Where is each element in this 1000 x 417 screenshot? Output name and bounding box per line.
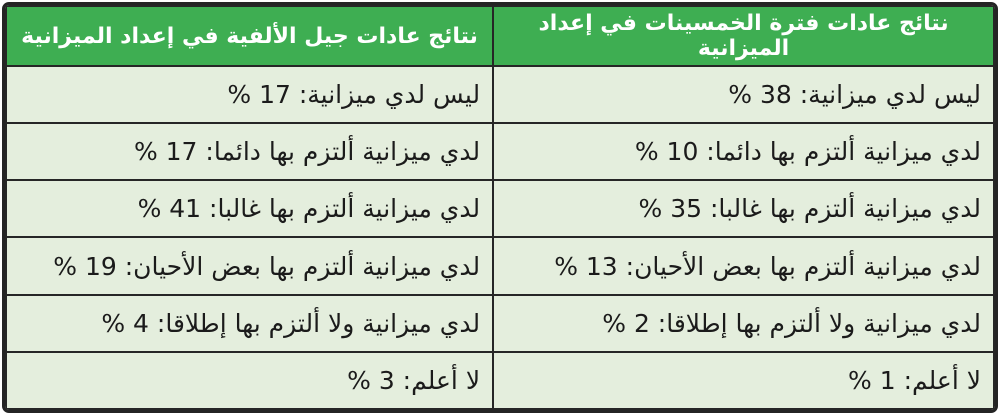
table-row: لدي ميزانية ولا ألتزم بها إطلاقا: 2 % لد… bbox=[5, 293, 995, 353]
column-header-millennials: نتائج عادات جيل الألفية في إعداد الميزان… bbox=[5, 5, 495, 67]
cell-fifties-usually-stick: لدي ميزانية ألتزم بها غالبا: 35 % bbox=[492, 179, 995, 239]
column-header-fifties: نتائج عادات فترة الخمسينات في إعداد المي… bbox=[492, 5, 995, 67]
cell-fifties-sometimes-stick: لدي ميزانية ألتزم بها بعض الأحيان: 13 % bbox=[492, 236, 995, 296]
cell-fifties-no-budget: ليس لدي ميزانية: 38 % bbox=[492, 64, 995, 125]
budget-habits-table: نتائج عادات فترة الخمسينات في إعداد المي… bbox=[5, 5, 995, 410]
header-row: نتائج عادات فترة الخمسينات في إعداد المي… bbox=[5, 5, 995, 67]
cell-fifties-never-stick: لدي ميزانية ولا ألتزم بها إطلاقا: 2 % bbox=[492, 293, 995, 353]
table-row: ليس لدي ميزانية: 38 % ليس لدي ميزانية: 1… bbox=[5, 64, 995, 125]
table-row: لدي ميزانية ألتزم بها دائما: 10 % لدي مي… bbox=[5, 122, 995, 182]
table-body: ليس لدي ميزانية: 38 % ليس لدي ميزانية: 1… bbox=[5, 64, 995, 410]
cell-fifties-dont-know: لا أعلم: 1 % bbox=[492, 350, 995, 410]
cell-millennials-always-stick: لدي ميزانية ألتزم بها دائما: 17 % bbox=[5, 122, 495, 182]
cell-millennials-sometimes-stick: لدي ميزانية ألتزم بها بعض الأحيان: 19 % bbox=[5, 236, 495, 296]
cell-millennials-never-stick: لدي ميزانية ولا ألتزم بها إطلاقا: 4 % bbox=[5, 293, 495, 353]
cell-millennials-dont-know: لا أعلم: 3 % bbox=[5, 350, 495, 410]
cell-millennials-usually-stick: لدي ميزانية ألتزم بها غالبا: 41 % bbox=[5, 179, 495, 239]
table-row: لا أعلم: 1 % لا أعلم: 3 % bbox=[5, 350, 995, 410]
table-row: لدي ميزانية ألتزم بها غالبا: 35 % لدي مي… bbox=[5, 179, 995, 239]
table-header: نتائج عادات فترة الخمسينات في إعداد المي… bbox=[5, 5, 995, 67]
cell-millennials-no-budget: ليس لدي ميزانية: 17 % bbox=[5, 64, 495, 125]
cell-fifties-always-stick: لدي ميزانية ألتزم بها دائما: 10 % bbox=[492, 122, 995, 182]
table-row: لدي ميزانية ألتزم بها بعض الأحيان: 13 % … bbox=[5, 236, 995, 296]
